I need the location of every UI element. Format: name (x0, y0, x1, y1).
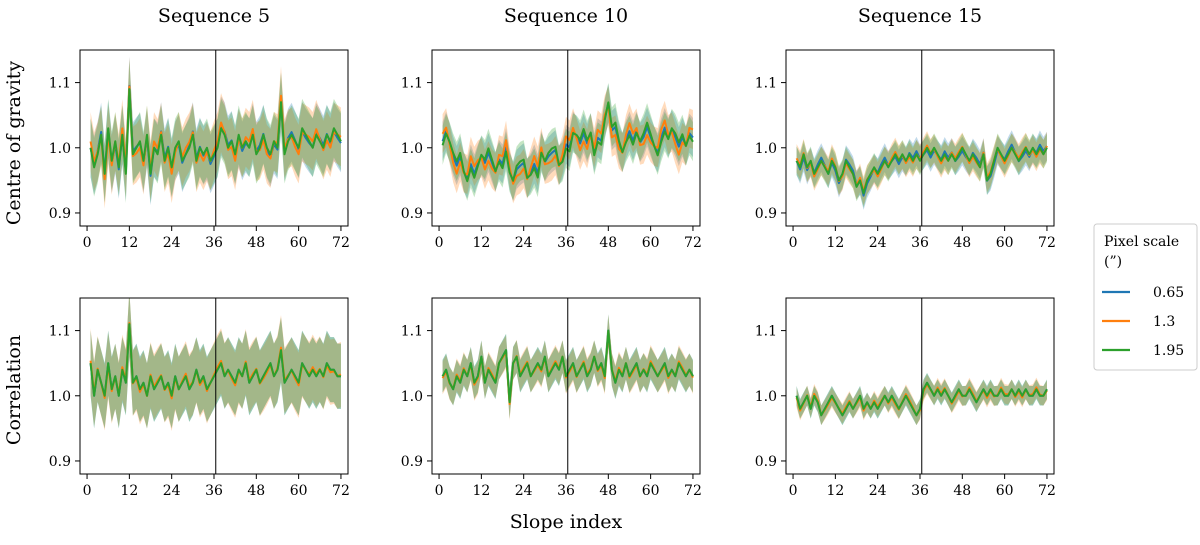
x-tick-label: 12 (472, 235, 490, 251)
col-title-sequence-15: Sequence 15 (858, 5, 982, 27)
x-tick-label: 60 (642, 483, 660, 499)
col-title-sequence-5: Sequence 5 (158, 5, 270, 27)
x-tick-label: 12 (120, 235, 138, 251)
x-tick-label: 24 (163, 483, 181, 499)
panel-corr-seq-10: 0.9 1.0 1.1 0 12 24 36 48 60 72 (401, 297, 702, 499)
x-tick-label: 60 (996, 483, 1014, 499)
x-axis-label: Slope index (510, 511, 623, 533)
col-title-sequence-10: Sequence 10 (504, 5, 628, 27)
x-tick-label: 72 (684, 235, 702, 251)
x-tick-label: 72 (332, 235, 350, 251)
y-tick-label: 1.0 (755, 141, 777, 157)
x-tick-label: 0 (83, 235, 92, 251)
y-tick-label: 0.9 (755, 206, 777, 222)
y-tick-label: 0.9 (49, 454, 71, 470)
y-tick-label: 1.1 (755, 76, 777, 92)
x-tick-label: 0 (789, 483, 798, 499)
panel-cog-seq-15: 0.9 1.0 1.1 0 12 24 36 48 60 72 (755, 49, 1056, 251)
x-tick-label: 24 (515, 235, 533, 251)
x-tick-label: 48 (247, 483, 265, 499)
legend-entry-1: 1.3 (1153, 314, 1175, 330)
x-tick-label: 12 (826, 235, 844, 251)
x-tick-label: 0 (83, 483, 92, 499)
legend: Pixel scale (”) 0.65 1.3 1.95 (1093, 223, 1198, 371)
y-tick-label: 1.0 (755, 389, 777, 405)
x-tick-label: 0 (435, 483, 444, 499)
y-tick-label: 1.0 (49, 389, 71, 405)
x-tick-label: 0 (789, 235, 798, 251)
x-tick-label: 36 (205, 483, 223, 499)
legend-entry-2: 1.95 (1153, 343, 1184, 359)
x-tick-label: 60 (290, 235, 308, 251)
panels: 0.9 1.0 1.1 0 12 24 36 48 60 72 0.9 1.0 1.1 0 12 24 36 48… (49, 49, 1056, 499)
x-tick-label: 12 (472, 483, 490, 499)
x-tick-label: 48 (953, 483, 971, 499)
panel-corr-seq-15: 0.9 1.0 1.1 0 12 24 36 48 60 72 (755, 297, 1056, 499)
y-tick-label: 1.1 (401, 324, 423, 340)
y-tick-label: 1.1 (49, 324, 71, 340)
x-tick-label: 24 (869, 235, 887, 251)
panel-cog-seq-5: 0.9 1.0 1.1 0 12 24 36 48 60 72 (49, 49, 350, 251)
x-tick-label: 48 (599, 483, 617, 499)
x-tick-label: 24 (163, 235, 181, 251)
x-tick-label: 48 (247, 235, 265, 251)
y-tick-label: 1.0 (49, 141, 71, 157)
x-tick-label: 12 (826, 483, 844, 499)
x-tick-label: 0 (435, 235, 444, 251)
row-label-centre-of-gravity: Centre of gravity (3, 61, 25, 226)
x-tick-label: 60 (996, 235, 1014, 251)
x-tick-label: 36 (557, 235, 575, 251)
x-tick-label: 36 (911, 235, 929, 251)
x-tick-label: 48 (599, 235, 617, 251)
x-tick-label: 60 (642, 235, 660, 251)
legend-title-unit: (”) (1104, 254, 1122, 270)
row-label-correlation: Correlation (3, 335, 25, 445)
x-tick-label: 12 (120, 483, 138, 499)
panel-cog-seq-10: 0.9 1.0 1.1 0 12 24 36 48 60 72 (401, 49, 702, 251)
y-tick-label: 1.1 (49, 76, 71, 92)
x-tick-label: 72 (1038, 235, 1056, 251)
legend-title: Pixel scale (1104, 234, 1179, 250)
x-tick-label: 72 (684, 483, 702, 499)
panel-corr-seq-5: 0.9 1.0 1.1 0 12 24 36 48 60 72 (49, 297, 350, 499)
x-tick-label: 60 (290, 483, 308, 499)
y-tick-label: 1.1 (401, 76, 423, 92)
x-tick-label: 36 (205, 235, 223, 251)
x-tick-label: 72 (332, 483, 350, 499)
x-tick-label: 36 (911, 483, 929, 499)
y-tick-label: 1.0 (401, 141, 423, 157)
y-tick-label: 1.1 (755, 324, 777, 340)
y-tick-label: 0.9 (755, 454, 777, 470)
legend-entry-0: 0.65 (1153, 285, 1184, 301)
y-tick-label: 0.9 (401, 454, 423, 470)
x-tick-label: 36 (557, 483, 575, 499)
x-tick-label: 24 (515, 483, 533, 499)
y-tick-label: 0.9 (49, 206, 71, 222)
y-tick-label: 0.9 (401, 206, 423, 222)
x-tick-label: 72 (1038, 483, 1056, 499)
x-tick-label: 48 (953, 235, 971, 251)
legend-box (1093, 223, 1198, 371)
x-tick-label: 24 (869, 483, 887, 499)
y-tick-label: 1.0 (401, 389, 423, 405)
